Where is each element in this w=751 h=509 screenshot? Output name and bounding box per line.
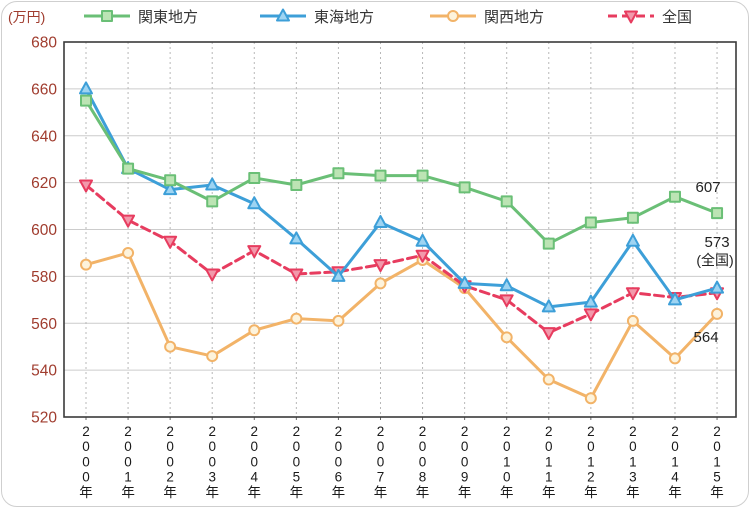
y-tick-label: 680 (31, 35, 57, 52)
value-label: 607 (696, 179, 721, 196)
y-tick-label: 540 (31, 363, 57, 380)
series-関東地方 (80, 94, 724, 250)
series-関西地方 (80, 246, 724, 405)
legend-item-3: 関西地方 (430, 9, 544, 26)
y-tick-label: 600 (31, 222, 57, 239)
value-label: 573 (705, 234, 730, 251)
y-tick-label: 560 (31, 316, 57, 333)
value-label: (全国) (696, 252, 733, 268)
legend-label: 関東地方 (138, 9, 198, 26)
legend-item-1: 関東地方 (84, 9, 198, 26)
y-tick-label: 660 (31, 81, 57, 98)
y-tick-label: 520 (31, 410, 57, 427)
legend-label: 関西地方 (484, 9, 544, 26)
value-label: 564 (694, 329, 719, 346)
legend-item-4: 全国 (608, 8, 692, 26)
legend-label: 東海地方 (314, 9, 374, 26)
y-tick-label: 620 (31, 175, 57, 192)
y-tick-label: 580 (31, 269, 57, 286)
legend-item-2: 東海地方 (260, 8, 374, 26)
y-axis-unit-label: (万円) (8, 9, 45, 25)
y-tick-label: 640 (31, 128, 57, 145)
series-東海地方 (79, 81, 725, 313)
series-全国 (79, 179, 725, 341)
legend-label: 全国 (662, 8, 692, 26)
